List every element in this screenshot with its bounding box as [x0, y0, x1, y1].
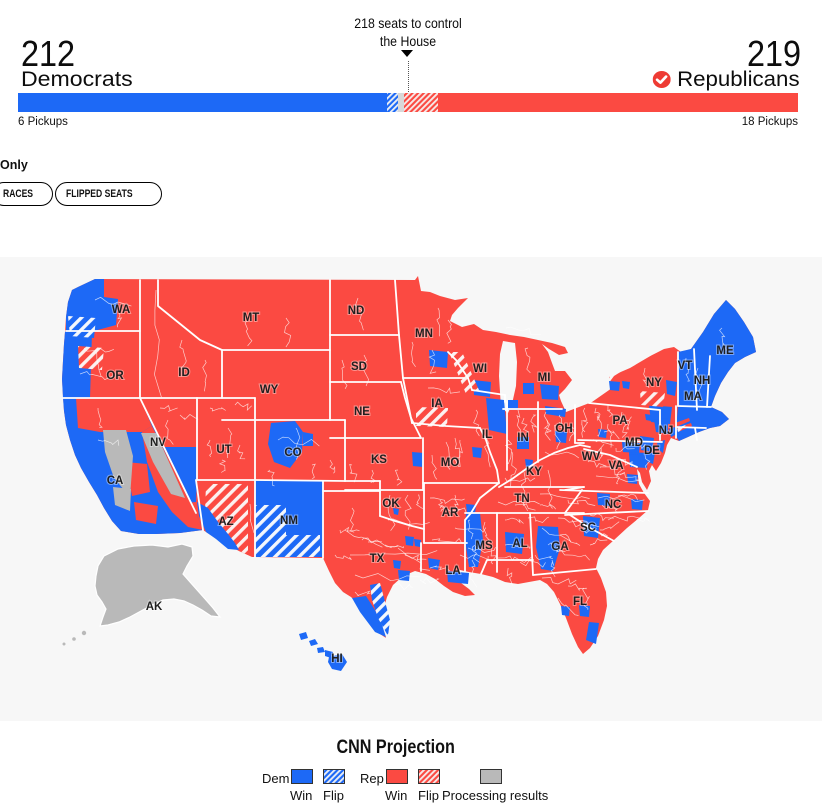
svg-text:WI: WI — [473, 363, 487, 375]
svg-text:WV: WV — [582, 451, 601, 463]
svg-text:WY: WY — [260, 384, 279, 396]
svg-text:MD: MD — [625, 437, 643, 449]
svg-text:VT: VT — [678, 360, 693, 372]
svg-text:MN: MN — [415, 328, 433, 340]
svg-text:MI: MI — [538, 372, 551, 384]
svg-text:TN: TN — [514, 493, 529, 505]
svg-text:VA: VA — [608, 460, 623, 472]
svg-text:KS: KS — [371, 454, 387, 466]
svg-text:NJ: NJ — [659, 425, 674, 437]
svg-text:OH: OH — [555, 423, 572, 435]
svg-text:PA: PA — [612, 415, 627, 427]
svg-text:MT: MT — [243, 312, 260, 324]
svg-text:AL: AL — [512, 538, 527, 550]
svg-text:ID: ID — [178, 367, 190, 379]
svg-text:HI: HI — [331, 653, 343, 665]
svg-text:LA: LA — [445, 565, 460, 577]
svg-text:OR: OR — [106, 370, 124, 382]
svg-text:MA: MA — [684, 391, 702, 403]
svg-text:SC: SC — [580, 522, 596, 534]
svg-text:OK: OK — [382, 498, 400, 510]
svg-text:GA: GA — [551, 541, 568, 553]
svg-text:AK: AK — [146, 601, 163, 613]
svg-text:CA: CA — [107, 475, 124, 487]
svg-text:UT: UT — [216, 444, 231, 456]
svg-text:KY: KY — [526, 466, 542, 478]
svg-text:NY: NY — [646, 377, 662, 389]
svg-text:IA: IA — [431, 398, 443, 410]
svg-text:FL: FL — [573, 596, 587, 608]
svg-text:NH: NH — [694, 375, 711, 387]
svg-text:MS: MS — [475, 540, 493, 552]
svg-text:TX: TX — [370, 553, 385, 565]
svg-text:IN: IN — [517, 432, 529, 444]
svg-text:SD: SD — [351, 361, 367, 373]
svg-text:ME: ME — [716, 345, 734, 357]
svg-text:MO: MO — [441, 457, 460, 469]
svg-text:NC: NC — [605, 499, 622, 511]
svg-text:ND: ND — [348, 305, 365, 317]
svg-text:NM: NM — [280, 515, 298, 527]
svg-text:WA: WA — [112, 304, 131, 316]
svg-text:AZ: AZ — [218, 516, 233, 528]
svg-text:NE: NE — [354, 406, 370, 418]
svg-text:DE: DE — [644, 445, 660, 457]
svg-text:IL: IL — [482, 429, 492, 441]
svg-text:AR: AR — [442, 507, 459, 519]
svg-text:NV: NV — [150, 437, 166, 449]
svg-text:CO: CO — [284, 447, 301, 459]
